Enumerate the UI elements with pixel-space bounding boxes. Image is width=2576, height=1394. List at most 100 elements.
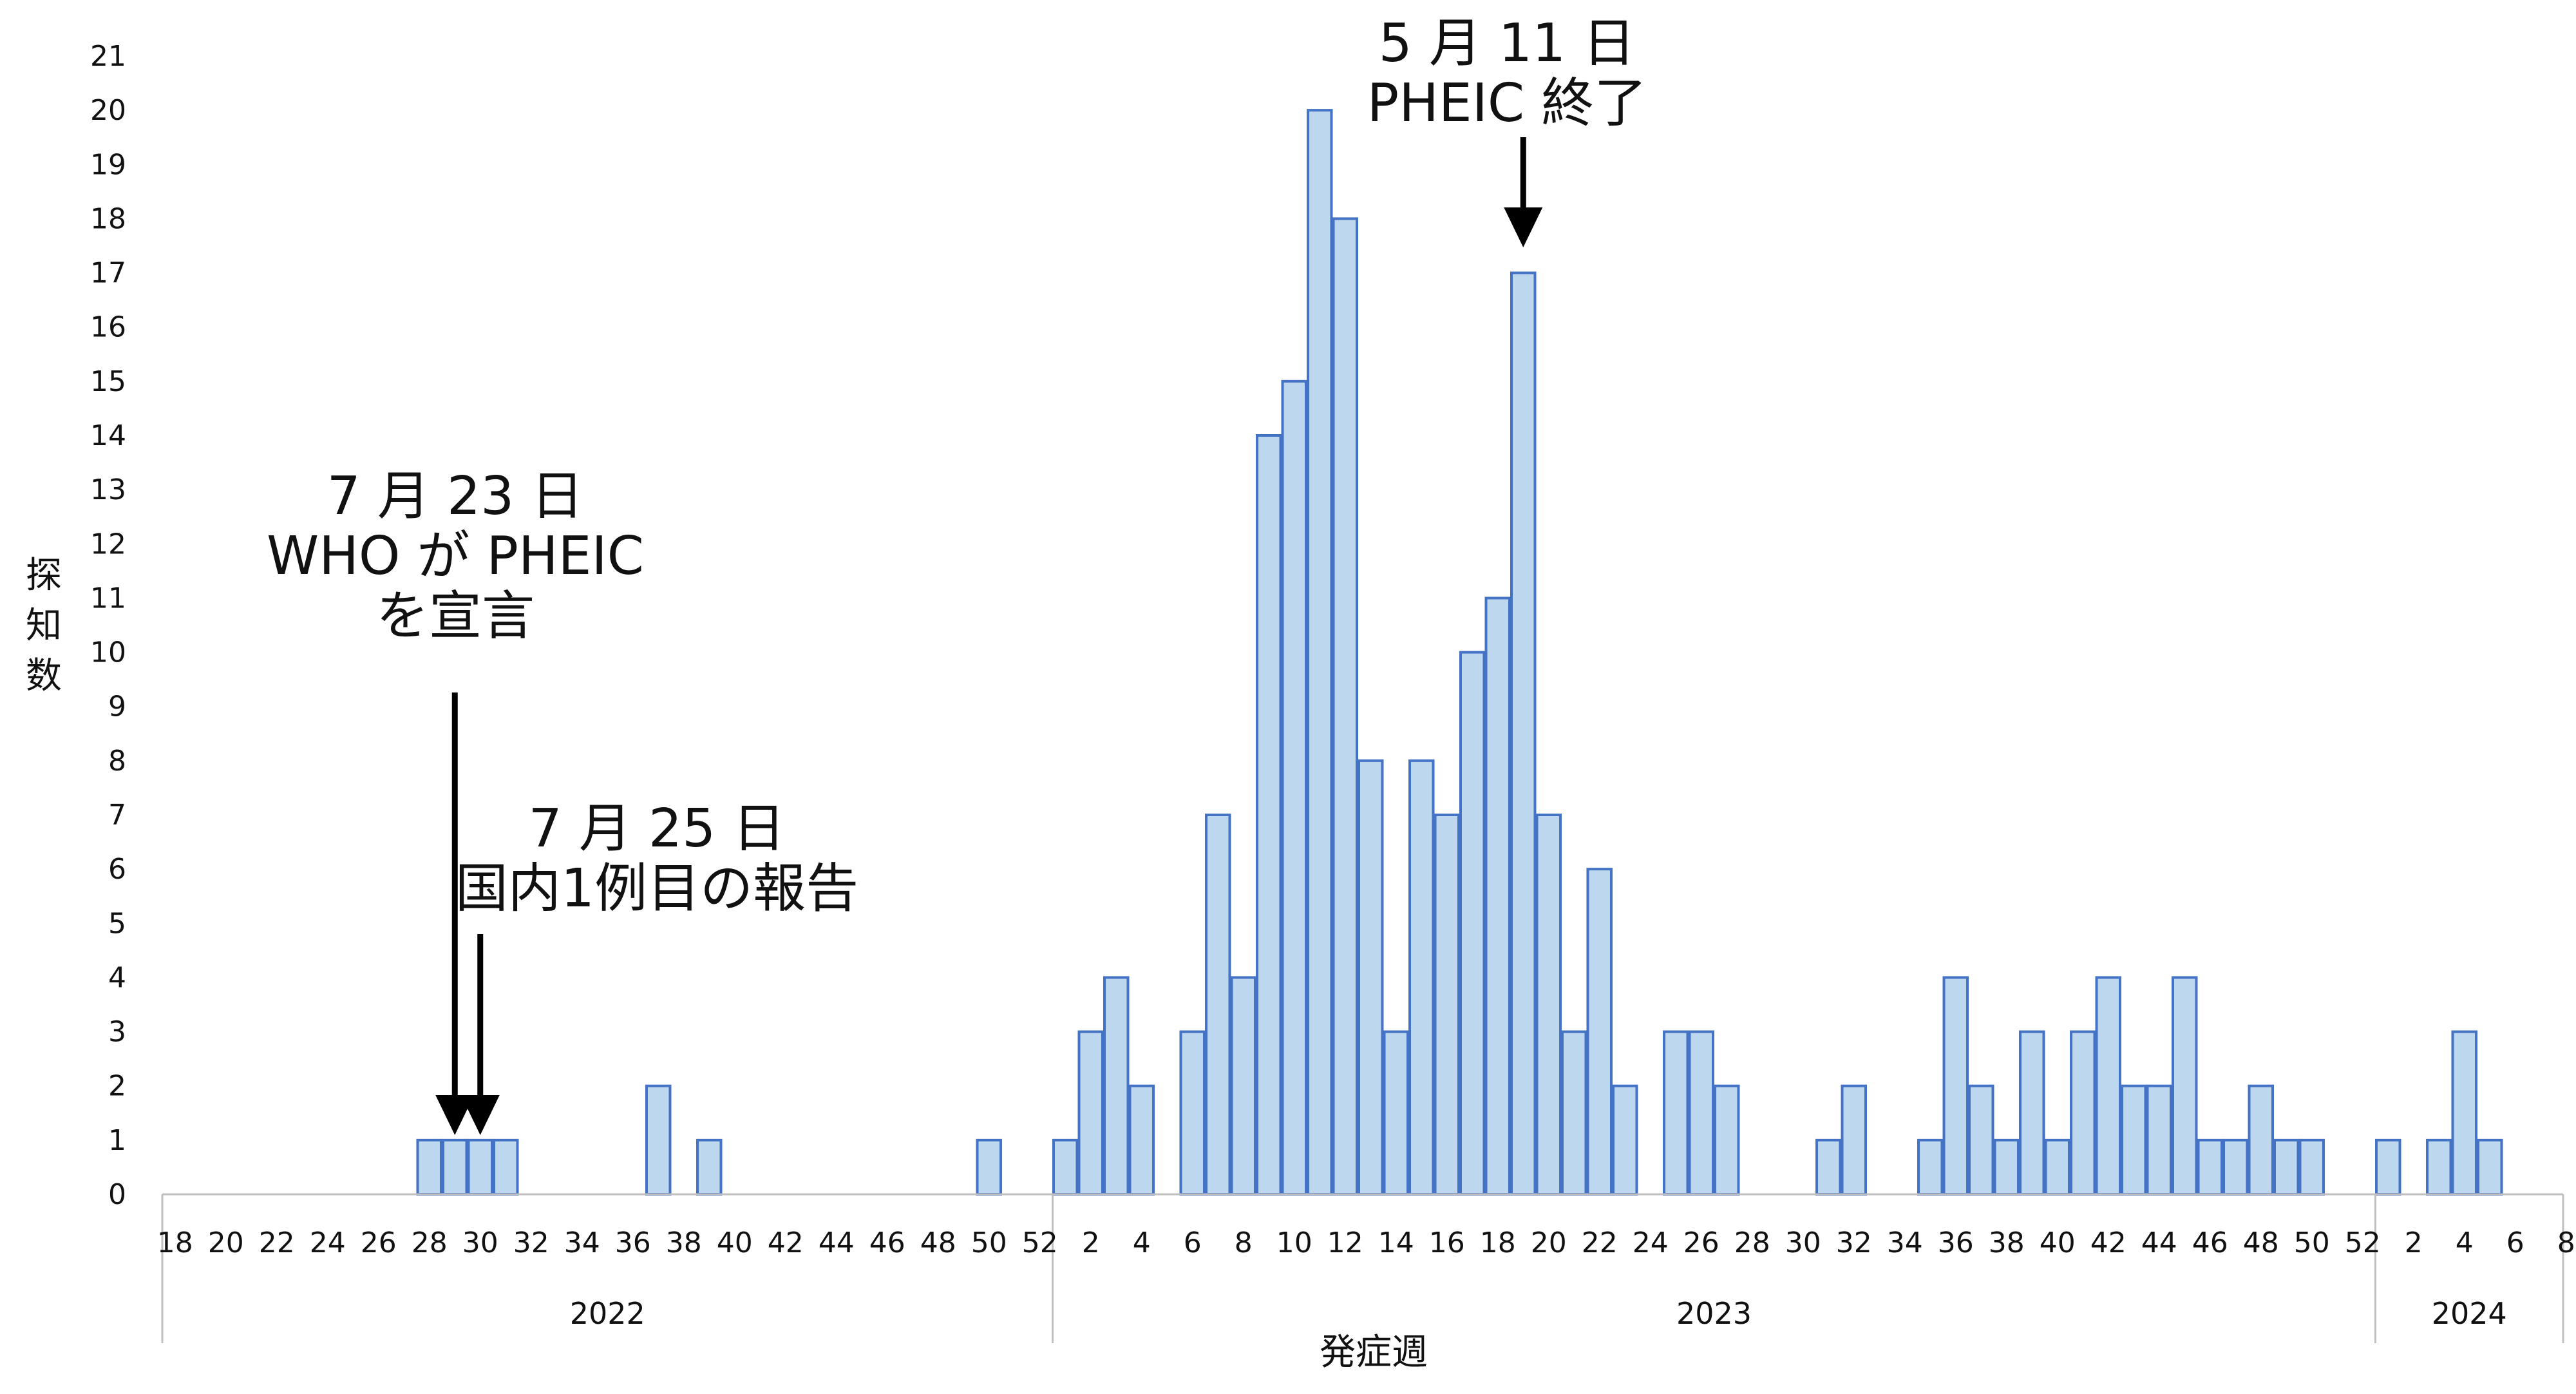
bar-2023-w9 [1256, 434, 1282, 1196]
y-axis-label-char-1: 探 [26, 555, 62, 597]
year-label-2022: 2022 [570, 1296, 645, 1331]
bar-2023-w3 [1103, 976, 1130, 1196]
bar-2023-w11 [1307, 109, 1333, 1196]
y-tick-label: 1 [108, 1124, 126, 1157]
x-tick-label: 26 [361, 1227, 397, 1259]
x-tick-label: 18 [1480, 1227, 1516, 1259]
bar-2023-w10 [1281, 379, 1307, 1196]
x-tick-label: 44 [2141, 1227, 2177, 1259]
bar-2023-w1 [1052, 1138, 1079, 1196]
y-tick-label: 18 [90, 202, 126, 235]
y-tick-label: 15 [90, 365, 126, 398]
x-tick-label: 42 [768, 1227, 804, 1259]
bar-2023-w49 [2273, 1138, 2300, 1196]
x-tick-label: 48 [920, 1227, 956, 1259]
bar-2023-w47 [2222, 1138, 2249, 1196]
x-tick-label: 22 [1582, 1227, 1618, 1259]
bar-2023-w4 [1128, 1084, 1155, 1196]
y-tick-label: 4 [108, 961, 126, 994]
bar-2024-w3 [2426, 1138, 2452, 1196]
y-tick-label: 21 [90, 40, 126, 73]
bar-2023-w8 [1230, 976, 1256, 1196]
x-tick-label: 28 [412, 1227, 448, 1259]
x-tick-label: 4 [2456, 1227, 2474, 1259]
bar-2022-w30 [467, 1138, 493, 1196]
x-tick-label: 18 [157, 1227, 193, 1259]
x-tick-label: 22 [259, 1227, 295, 1259]
bar-2023-w45 [2172, 976, 2198, 1196]
x-axis-label: 発症週 [1320, 1332, 1428, 1373]
y-tick-label: 7 [108, 799, 126, 832]
bar-2023-w32 [1841, 1084, 1867, 1196]
bar-2022-w37 [645, 1084, 672, 1196]
bar-2023-w25 [1663, 1030, 1689, 1196]
x-tick-label: 26 [1683, 1227, 1719, 1259]
bar-2023-w41 [2070, 1030, 2096, 1196]
bar-2023-w12 [1332, 217, 1358, 1196]
bar-2023-w22 [1586, 868, 1613, 1196]
y-axis-label-char-2: 知 [26, 605, 62, 647]
x-tick-label: 24 [1633, 1227, 1669, 1259]
x-tick-label: 2 [1082, 1227, 1100, 1259]
x-tick-label: 32 [1836, 1227, 1872, 1259]
bar-2023-w2 [1077, 1030, 1104, 1196]
y-tick-label: 10 [90, 636, 126, 669]
bar-2023-w39 [2019, 1030, 2045, 1196]
y-tick-label: 9 [108, 691, 126, 723]
bars [416, 109, 2503, 1196]
x-tick-label: 46 [869, 1227, 905, 1259]
bar-2023-w38 [1993, 1138, 2020, 1196]
bar-2022-w39 [696, 1138, 723, 1196]
bar-2022-w29 [442, 1138, 468, 1196]
y-tick-label: 11 [90, 582, 126, 615]
annotation-2-line-2: 国内1例目の報告 [455, 858, 858, 919]
x-tick-label: 36 [615, 1227, 651, 1259]
x-tick-label: 2 [2405, 1227, 2423, 1259]
bar-2023-w42 [2095, 976, 2121, 1196]
x-tick-label: 34 [1887, 1227, 1923, 1259]
bar-2024-w4 [2451, 1030, 2477, 1196]
annotation-3-line-2: PHEIC 終了 [1367, 73, 1647, 134]
y-axis-label-char-3: 数 [26, 655, 62, 697]
y-tick-label: 13 [90, 473, 126, 506]
x-tick-label: 4 [1133, 1227, 1151, 1259]
annotation-2-arrow-head [460, 1095, 500, 1135]
x-tick-label: 28 [1734, 1227, 1770, 1259]
y-tick-label: 20 [90, 94, 126, 127]
x-tick-label: 40 [2040, 1227, 2076, 1259]
y-tick-label: 14 [90, 419, 126, 452]
x-tick-label: 20 [1531, 1227, 1567, 1259]
x-tick-label: 8 [2557, 1227, 2575, 1259]
bar-2023-w35 [1917, 1138, 1944, 1196]
bar-2024-w5 [2477, 1138, 2503, 1196]
bar-2023-w18 [1484, 597, 1511, 1196]
x-tick-label: 24 [310, 1227, 346, 1259]
x-tick-label: 30 [462, 1227, 498, 1259]
x-tick-label: 50 [2294, 1227, 2330, 1259]
x-tick-label: 30 [1785, 1227, 1821, 1259]
x-tick-label: 6 [2506, 1227, 2524, 1259]
bar-2023-w44 [2146, 1084, 2172, 1196]
y-tick-label: 3 [108, 1016, 126, 1049]
bar-2023-w14 [1383, 1030, 1409, 1196]
annotation-3-arrow-head [1504, 207, 1543, 247]
bar-2023-w27 [1714, 1084, 1740, 1196]
bar-2023-w6 [1179, 1030, 1206, 1196]
bar-2023-w23 [1612, 1084, 1638, 1196]
x-tick-label: 10 [1276, 1227, 1312, 1259]
x-tick-label: 42 [2090, 1227, 2126, 1259]
x-tick-label: 52 [2345, 1227, 2381, 1259]
annotation-3-line-1: 5 月 11 日 [1379, 13, 1636, 74]
bar-2023-w43 [2121, 1084, 2147, 1196]
x-axis: 18 20 22 24 26 28 30 32 34 36 38 40 42 44 46 48 50 52 2 4 6 8… [157, 1193, 2575, 1343]
y-tick-label: 16 [90, 311, 126, 344]
year-label-2024: 2024 [2432, 1296, 2507, 1331]
x-tick-label: 34 [564, 1227, 600, 1259]
annotation-1-arrow-head [435, 1095, 475, 1135]
bar-2023-w40 [2044, 1138, 2070, 1196]
y-tick-label: 2 [108, 1070, 126, 1103]
